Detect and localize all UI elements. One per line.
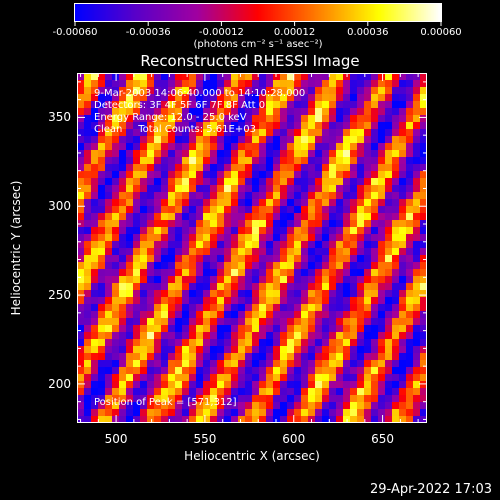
- colorbar-tick-label: -0.00012: [198, 27, 244, 38]
- annotation-clean: Clean Total Counts: 5.61E+03: [94, 124, 256, 135]
- chart-title: Reconstructed RHESSI Image: [140, 52, 360, 70]
- plot-area: 9-Mar-2003 14:06:40.000 to 14:10:28.000 …: [77, 73, 427, 423]
- y-tick-label: 300: [48, 199, 71, 214]
- colorbar-units: (photons cm⁻² s⁻¹ asec⁻²): [193, 39, 323, 50]
- axes-frame: [77, 73, 427, 423]
- x-axis-label: Heliocentric X (arcsec): [184, 449, 320, 463]
- footer-date: 29-Apr-2022 17:03: [370, 482, 492, 497]
- y-axis-label: Heliocentric Y (arcsec): [9, 180, 23, 316]
- y-tick-label: 200: [48, 376, 71, 391]
- colorbar-tick-label: 0.00060: [420, 27, 462, 38]
- annotation-energy: Energy Range: 12.0 - 25.0 keV: [94, 112, 247, 123]
- x-tick-label: 500: [104, 432, 128, 446]
- annotation-time: 9-Mar-2003 14:06:40.000 to 14:10:28.000: [94, 88, 306, 99]
- x-tick-label: 650: [371, 432, 395, 446]
- colorbar-tick-label: -0.00060: [52, 27, 98, 38]
- colorbar-tick-label: 0.00036: [347, 27, 389, 38]
- y-tick-label: 350: [48, 110, 71, 125]
- plot-border: [77, 73, 427, 423]
- annotation-detectors: Detectors: 3F 4F 5F 6F 7F 8F Att 0: [94, 100, 266, 111]
- x-tick-label: 550: [193, 432, 217, 446]
- y-tick-label: 250: [48, 288, 71, 303]
- colorbar-tick-label: -0.00036: [125, 27, 171, 38]
- annotation-peak: Position of Peak = [571,312]: [94, 397, 237, 408]
- x-tick-label: 600: [282, 432, 306, 446]
- heatmap-image: [77, 73, 427, 423]
- colorbar-ticks: [74, 21, 442, 26]
- colorbar-tick-label: 0.00012: [273, 27, 316, 38]
- colorbar: [74, 3, 442, 22]
